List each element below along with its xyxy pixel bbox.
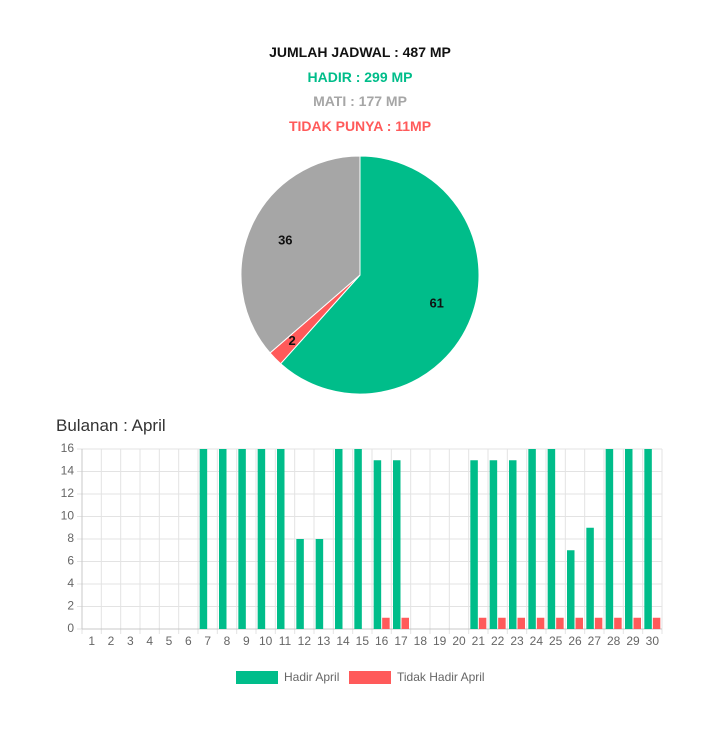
bar-tidak-hadir-17: [401, 617, 409, 629]
bar-tidak-hadir-26: [575, 617, 583, 629]
x-tick-label: 27: [588, 634, 602, 648]
x-tick-label: 19: [433, 634, 447, 648]
pie-label-61: 61: [429, 296, 443, 311]
x-tick-label: 29: [626, 634, 640, 648]
x-tick-label: 5: [166, 634, 173, 648]
monthly-chart-title: Bulanan : April: [56, 416, 166, 435]
summary-total: JUMLAH JADWAL : 487 MP: [269, 44, 451, 60]
x-tick-label: 17: [394, 634, 408, 648]
bar-tidak-hadir-25: [556, 617, 564, 629]
bar-hadir-13: [315, 539, 324, 629]
x-tick-label: 26: [568, 634, 582, 648]
y-tick-label: 4: [67, 576, 74, 590]
summary-tidak-punya: TIDAK PUNYA : 11MP: [288, 118, 432, 134]
y-tick-label: 2: [67, 599, 74, 613]
y-tick-label: 0: [67, 621, 74, 635]
x-tick-label: 24: [530, 634, 544, 648]
legend-swatch-tidak-hadir: [349, 671, 391, 684]
bar-hadir-16: [373, 460, 382, 629]
x-tick-label: 25: [549, 634, 563, 648]
bar-hadir-29: [625, 449, 633, 629]
x-tick-label: 23: [510, 634, 524, 648]
bar-hadir-22: [489, 460, 498, 629]
y-tick-label: 12: [61, 486, 75, 500]
pie-chart: 61 2 36: [240, 155, 480, 395]
y-tick-label: 8: [67, 531, 74, 545]
bar-hadir-28: [605, 449, 614, 629]
x-tick-label: 6: [185, 634, 192, 648]
y-tick-label: 14: [61, 464, 75, 478]
pie-label-2: 2: [289, 333, 296, 348]
bar-hadir-8: [219, 449, 227, 629]
bar-hadir-12: [296, 539, 304, 629]
x-tick-label: 20: [452, 634, 466, 648]
x-tick-label: 4: [146, 634, 153, 648]
bar-hadir-14: [335, 449, 343, 629]
y-tick-label: 6: [67, 554, 74, 568]
x-tick-label: 9: [243, 634, 250, 648]
x-tick-label: 15: [356, 634, 370, 648]
bar-hadir-17: [393, 460, 401, 629]
pie-label-36: 36: [278, 232, 292, 247]
bar-tidak-hadir-22: [498, 617, 506, 629]
bar-hadir-15: [354, 449, 362, 629]
x-tick-label: 18: [414, 634, 428, 648]
pie-slice-61: [279, 155, 480, 395]
x-tick-label: 14: [336, 634, 350, 648]
bar-hadir-21: [470, 460, 478, 629]
bar-tidak-hadir-28: [614, 617, 622, 629]
legend-swatch-hadir: [236, 671, 278, 684]
bar-tidak-hadir-23: [517, 617, 525, 629]
bar-tidak-hadir-21: [478, 617, 487, 629]
bar-hadir-7: [199, 449, 208, 629]
bar-tidak-hadir-16: [382, 617, 390, 629]
y-tick-label: 16: [61, 441, 75, 455]
x-tick-label: 8: [224, 634, 231, 648]
x-tick-label: 3: [127, 634, 134, 648]
bar-hadir-24: [528, 449, 536, 629]
legend-label-tidak-hadir: Tidak Hadir April: [397, 670, 485, 684]
summary-hadir: HADIR : 299 MP: [307, 69, 413, 85]
bar-hadir-9: [238, 449, 246, 629]
bar-hadir-10: [257, 449, 266, 629]
bar-tidak-hadir-24: [536, 617, 545, 629]
x-tick-label: 13: [317, 634, 331, 648]
bar-hadir-25: [547, 449, 556, 629]
summary-mati: MATI : 177 MP: [313, 93, 407, 109]
x-tick-label: 22: [491, 634, 505, 648]
x-tick-label: 30: [646, 634, 660, 648]
bar-tidak-hadir-29: [633, 617, 641, 629]
x-tick-label: 28: [607, 634, 621, 648]
y-tick-label: 10: [61, 509, 75, 523]
x-tick-label: 11: [279, 634, 292, 648]
x-tick-label: 16: [375, 634, 389, 648]
bar-hadir-11: [277, 449, 285, 629]
bar-hadir-26: [567, 550, 575, 629]
legend-label-hadir: Hadir April: [284, 670, 339, 684]
bar-hadir-30: [644, 449, 652, 629]
x-tick-label: 7: [204, 634, 211, 648]
bar-tidak-hadir-30: [652, 617, 661, 629]
bar-hadir-27: [586, 527, 594, 629]
pie-slice-36: [240, 155, 361, 354]
x-tick-label: 21: [472, 634, 486, 648]
x-tick-label: 10: [259, 634, 273, 648]
x-tick-label: 2: [108, 634, 115, 648]
x-tick-label: 1: [88, 634, 95, 648]
x-tick-label: 12: [298, 634, 312, 648]
bar-hadir-23: [509, 460, 517, 629]
bar-tidak-hadir-27: [594, 617, 603, 629]
